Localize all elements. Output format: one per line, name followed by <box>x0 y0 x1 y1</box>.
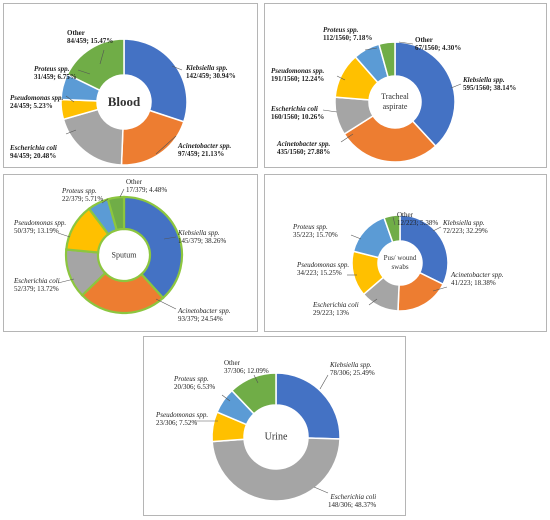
data-label-proteus: Proteus spp. 20/306; 6.53% <box>174 375 216 391</box>
donut-pus-wound-swabs <box>347 214 449 312</box>
leader-line <box>155 298 177 310</box>
leader-line <box>171 65 183 71</box>
leader-line <box>450 83 462 89</box>
slice-other <box>383 214 401 244</box>
leader-line <box>99 49 105 65</box>
slice-other <box>378 41 396 78</box>
leader-line <box>398 41 414 45</box>
slice-klebsiella-spp <box>275 372 341 440</box>
data-label-acinetobacter: Acinetobacter spp. 97/459; 21.13% <box>178 142 232 158</box>
data-label-acinetobacter: Acinetobacter spp. 93/379; 24.54% <box>178 307 231 323</box>
leader-line <box>313 486 329 494</box>
data-label-escherichia: Escherichia coli 94/459; 20.48% <box>10 144 57 160</box>
data-label-pseudomonas: Pseudomonas spp. 23/306; 7.52% <box>156 411 209 427</box>
center-label: Blood <box>107 94 141 109</box>
slice-other <box>230 372 277 415</box>
leader-line <box>77 69 91 75</box>
slice-escherichia-coli <box>211 437 341 502</box>
data-label-escherichia: Escherichia coli 148/306; 48.37% <box>328 493 377 509</box>
data-label-pseudomonas: Pseudomonas spp. 24/459; 5.23% <box>10 94 64 110</box>
data-label-other: Other 84/459; 15.47% <box>67 29 114 45</box>
donut-urine <box>194 372 341 502</box>
data-label-other: Other 67/1560; 4.30% <box>415 36 462 52</box>
data-label-pseudomonas: Pseudomonas spp. 50/379; 13.19% <box>14 219 67 235</box>
leader-line <box>155 135 177 155</box>
chart-panel-blood: Blood Klebsiella spp. 142/459; 30.94% Aci… <box>3 3 258 168</box>
data-label-proteus: Proteus spp. 35/223; 15.70% <box>293 223 338 239</box>
leader-line <box>364 47 378 51</box>
center-label: Tracheal aspirate <box>381 92 409 111</box>
leader-line <box>319 374 329 390</box>
slice-klebsiella-spp <box>399 214 449 286</box>
data-label-pseudomonas: Pseudomonas spp. 191/1560; 12.24% <box>271 67 325 83</box>
donut-tracheal-aspirate <box>322 41 462 163</box>
data-label-klebsiella: Klebsiella spp. 72/223; 32.29% <box>443 219 488 235</box>
chart-panel-urine: Urine Klebsiella spp. 78/306; 25.49% Esch… <box>143 336 406 516</box>
leader-line <box>392 216 396 226</box>
leader-line <box>432 226 442 232</box>
leader-line <box>336 75 346 81</box>
leader-line <box>57 278 75 284</box>
data-label-klebsiella: Klebsiella spp. 78/306; 25.49% <box>330 361 375 377</box>
leader-line <box>57 232 71 238</box>
data-label-escherichia: Escherichia coli 160/1560; 10.26% <box>271 105 325 121</box>
data-label-proteus: Proteus spp. 22/379; 5.71% <box>62 187 104 203</box>
center-label: Pus/ wound swabs <box>383 254 417 271</box>
slice-klebsiella-spp <box>394 41 456 148</box>
data-label-escherichia: Escherichia coli 52/379; 13.72% <box>14 277 60 293</box>
slice-acinetobacter-spp <box>80 271 165 315</box>
data-label-escherichia: Escherichia coli 29/223; 13% <box>313 301 359 317</box>
leader-line <box>119 188 125 198</box>
data-label-other: Other 37/306; 12.09% <box>224 359 269 375</box>
data-label-klebsiella: Klebsiella spp. 595/1560; 38.14% <box>463 76 517 92</box>
donut-sputum <box>57 188 184 315</box>
leader-line <box>322 109 338 113</box>
data-label-proteus: Proteus spp. 112/1560; 7.18% <box>323 26 373 42</box>
data-label-other: Other 17/379; 4.48% <box>126 178 168 194</box>
slice-klebsiella-spp <box>123 38 188 123</box>
slice-other <box>106 195 126 232</box>
chart-panel-sputum: Sputum Klebsiella spp. 145/379; 38.26% Ac… <box>3 174 258 332</box>
data-label-klebsiella: Klebsiella spp. 142/459; 30.94% <box>186 64 236 80</box>
leader-line <box>432 286 448 292</box>
data-label-acinetobacter: Acinetobacter spp. 41/223; 18.38% <box>451 271 504 287</box>
leader-line <box>350 234 362 240</box>
leader-line <box>101 198 109 204</box>
chart-panel-tracheal-aspirate: Tracheal aspirate Klebsiella spp. 595/156… <box>264 3 547 168</box>
leader-line <box>368 298 378 306</box>
slice-escherichia-coli <box>62 108 124 166</box>
data-label-klebsiella: Klebsiella spp. 145/379; 38.26% <box>178 229 227 245</box>
leader-line <box>65 95 75 103</box>
center-label: Sputum <box>111 250 137 260</box>
data-label-acinetobacter: Acinetobacter spp. 435/1560; 27.88% <box>277 140 331 156</box>
leader-line <box>65 129 77 135</box>
slice-klebsiella-spp <box>122 195 184 300</box>
data-label-proteus: Proteus spp. 31/459; 6.75% <box>34 65 77 81</box>
center-label: Urine <box>264 431 288 443</box>
leader-line <box>253 374 259 384</box>
chart-panel-pus-wound-swabs: Pus/ wound swabs Klebsiella spp. 72/223; … <box>264 174 547 332</box>
slice-acinetobacter-spp <box>343 114 437 163</box>
data-label-other: Other 12/223; 5.38% <box>397 211 439 227</box>
leader-line <box>340 133 354 143</box>
data-label-pseudomonas: Pseudomonas spp. 34/223; 15.25% <box>297 261 350 277</box>
leader-line <box>221 394 231 402</box>
slice-other <box>66 38 125 92</box>
leader-line <box>163 236 177 240</box>
donut-blood <box>60 38 188 166</box>
